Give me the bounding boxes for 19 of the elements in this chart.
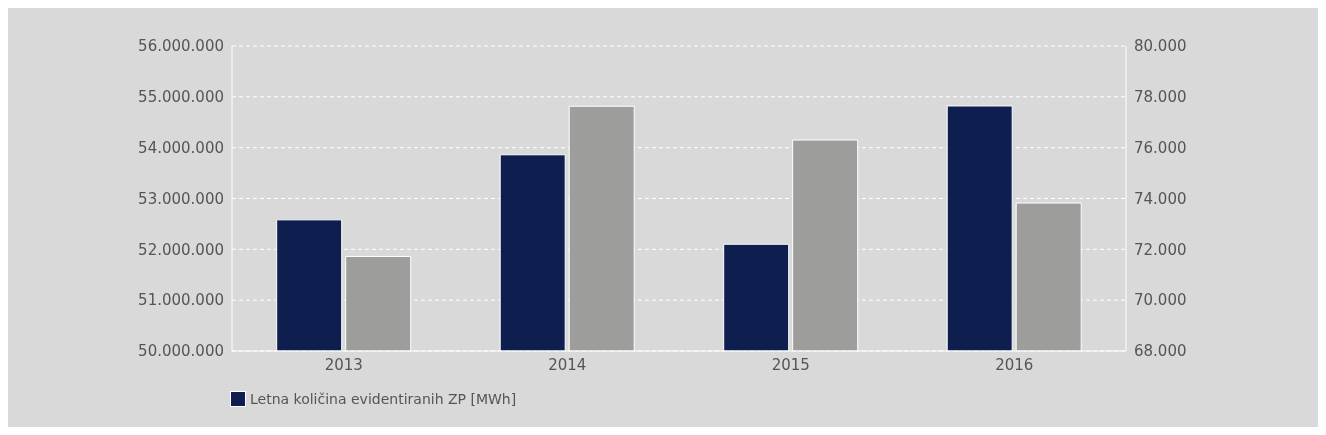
y-tick-label: 54.000.000 bbox=[138, 138, 224, 157]
legend-label: Letna količina evidentiranih ZP [MWh] bbox=[250, 391, 517, 407]
x-tick-label: 2013 bbox=[324, 355, 363, 374]
y2-tick-label: 76.000 bbox=[1134, 138, 1187, 157]
x-tick-label: 2014 bbox=[548, 355, 587, 374]
x-tick-label: 2015 bbox=[771, 355, 810, 374]
y2-tick-label: 74.000 bbox=[1134, 189, 1187, 208]
x-tick-label: 2016 bbox=[995, 355, 1034, 374]
y2-tick-label: 72.000 bbox=[1134, 240, 1187, 259]
y-tick-label: 53.000.000 bbox=[138, 189, 224, 208]
y-tick-label: 50.000.000 bbox=[138, 342, 224, 361]
y-tick-label: 55.000.000 bbox=[138, 88, 224, 107]
y2-tick-label: 68.000 bbox=[1134, 342, 1187, 361]
y-tick-label: 52.000.000 bbox=[138, 240, 224, 259]
y2-tick-label: 78.000 bbox=[1134, 88, 1187, 107]
y2-tick-label: 80.000 bbox=[1134, 37, 1187, 56]
y2-tick-label: 70.000 bbox=[1134, 291, 1187, 310]
y-tick-label: 56.000.000 bbox=[138, 37, 224, 56]
y-tick-label: 51.000.000 bbox=[138, 291, 224, 310]
